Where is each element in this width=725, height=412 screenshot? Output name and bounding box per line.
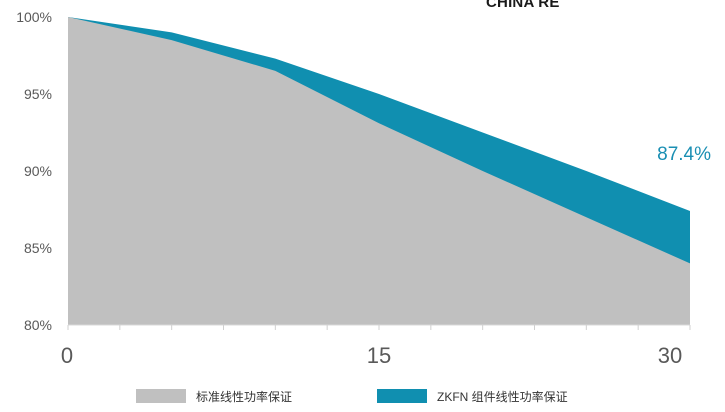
- data-point-s1-2: [275, 58, 276, 59]
- data-point-s0-2: [275, 70, 276, 71]
- data-point-s0-1: [171, 40, 172, 41]
- data-point-s0-5: [586, 217, 587, 218]
- data-point-s0-6: [689, 263, 690, 264]
- legend-label: 标准线性功率保证: [196, 389, 292, 404]
- legend-label: ZKFN 组件线性功率保证: [437, 389, 568, 404]
- data-point-s1-4: [482, 132, 483, 133]
- y-tick-label: 95%: [24, 86, 52, 102]
- data-point-s0-4: [482, 170, 483, 171]
- data-point-s1-0: [67, 16, 68, 17]
- chart-labels: 0 15 30 80% 85% 90% 95% 100% 87.4%: [16, 9, 711, 368]
- annotation-label: 87.4%: [657, 144, 711, 165]
- data-point-s1-1: [171, 32, 172, 33]
- x-tick-label: 30: [658, 343, 682, 368]
- legend-swatch: [136, 389, 186, 403]
- x-tick-label: 15: [367, 343, 391, 368]
- data-point-s0-3: [378, 123, 379, 124]
- brand-logo: CHINA RE: [486, 0, 560, 11]
- series-area-0: [68, 17, 690, 325]
- chart-axes: [67, 324, 691, 330]
- chart-legend: 标准线性功率保证 ZKFN 组件线性功率保证: [136, 389, 568, 404]
- y-tick-label: 100%: [16, 9, 52, 25]
- y-tick-label: 80%: [24, 317, 52, 333]
- data-point-s1-5: [586, 170, 587, 171]
- legend-swatch: [377, 389, 427, 403]
- y-tick-label: 85%: [24, 240, 52, 256]
- chart-areas: [67, 16, 690, 325]
- data-point-s1-6: [689, 210, 690, 211]
- y-tick-label: 90%: [24, 163, 52, 179]
- data-point-s1-3: [378, 93, 379, 94]
- x-tick-label: 0: [61, 343, 73, 368]
